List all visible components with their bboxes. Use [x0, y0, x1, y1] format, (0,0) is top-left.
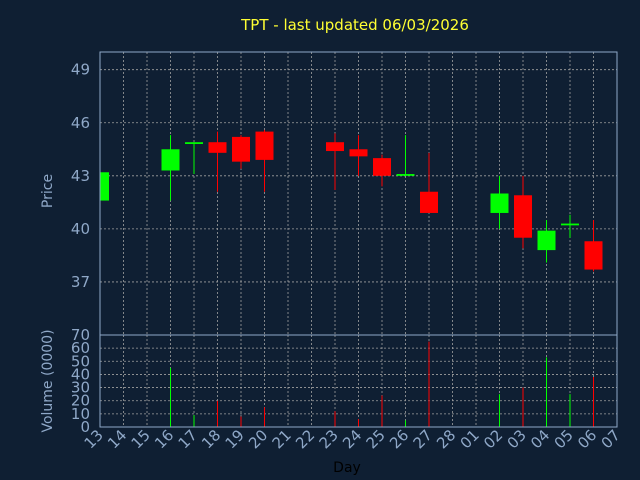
- x-tick-label: 15: [128, 426, 154, 452]
- candle: [232, 135, 250, 169]
- x-tick-label: 16: [151, 426, 177, 452]
- x-tick-label: 01: [457, 426, 483, 452]
- candle-body: [420, 191, 438, 213]
- volume-grid: [99, 334, 618, 428]
- x-tick-label: 21: [269, 426, 295, 452]
- candle-body: [537, 230, 556, 251]
- x-tick-label: 18: [198, 426, 224, 452]
- volume-tick-label: 20: [71, 392, 90, 410]
- volume-tick-label: 70: [71, 326, 90, 344]
- x-tick-label: 23: [316, 426, 342, 452]
- price-tick-label: 46: [71, 114, 90, 132]
- candle-body: [100, 172, 109, 201]
- candle: [185, 142, 203, 175]
- candle-body: [326, 142, 344, 152]
- candle-body: [561, 223, 579, 226]
- candle: [255, 129, 274, 192]
- candle-body: [373, 158, 391, 176]
- candle: [537, 220, 556, 263]
- candle-body: [349, 149, 368, 157]
- x-tick-label: 02: [480, 426, 506, 452]
- candle: [326, 133, 344, 190]
- price-grid: [99, 52, 618, 335]
- price-ticks: 37 40 43 46 49: [71, 61, 90, 291]
- volume-plot-frame: [99, 334, 618, 428]
- candle-body: [584, 241, 603, 270]
- volume-tick-label: 0: [80, 418, 90, 436]
- price-tick-label: 43: [71, 167, 90, 185]
- candle: [561, 214, 579, 238]
- volume-tick-label: 40: [71, 365, 90, 383]
- candle-body: [490, 193, 509, 213]
- volume-tick-label: 50: [71, 352, 90, 370]
- price-axis-label: Price: [40, 174, 56, 208]
- volume-axis-label: Volume (0000): [40, 329, 56, 432]
- candle: [514, 175, 532, 249]
- x-tick-label: 14: [104, 426, 130, 452]
- x-tick-label: 22: [292, 426, 318, 452]
- price-tick-label: 49: [71, 61, 90, 79]
- x-tick-label: 26: [386, 426, 412, 452]
- x-tick-label: 25: [363, 426, 389, 452]
- volume-tick-label: 10: [71, 405, 90, 423]
- x-tick-label: 06: [574, 426, 600, 452]
- x-tick-label: 05: [551, 426, 577, 452]
- x-tick-label: 07: [598, 426, 624, 452]
- x-tick-label: 20: [245, 426, 271, 452]
- volume-bars: [170, 341, 594, 427]
- candle: [490, 175, 509, 229]
- x-ticks: 1314151617181920212223242526272801020304…: [81, 426, 624, 452]
- candle-body: [185, 142, 203, 144]
- price-tick-label: 40: [71, 220, 90, 238]
- x-tick-label: 27: [410, 426, 436, 452]
- candle-body: [514, 195, 532, 238]
- candle: [208, 131, 227, 192]
- x-tick-label: 28: [433, 426, 459, 452]
- x-tick-label: 19: [222, 426, 248, 452]
- volume-tick-label: 60: [71, 339, 90, 357]
- candle-body: [255, 131, 274, 160]
- candle: [161, 135, 180, 201]
- plot-frames: [99, 51, 618, 428]
- candle: [373, 154, 391, 187]
- candle-body: [232, 136, 250, 162]
- candle: [99, 170, 109, 201]
- x-tick-label: 17: [175, 426, 201, 452]
- x-tick-label: 04: [527, 426, 553, 452]
- candle-body: [208, 142, 227, 153]
- candle-body: [161, 149, 180, 171]
- x-axis-label: Day: [333, 460, 361, 476]
- price-candles: [99, 129, 603, 272]
- candle: [349, 135, 368, 176]
- candle: [420, 152, 438, 213]
- candle-body: [396, 174, 415, 176]
- chart-title: TPT - last updated 06/03/2026: [240, 16, 469, 34]
- price-tick-label: 37: [71, 273, 90, 291]
- volume-tick-label: 30: [71, 379, 90, 397]
- candle: [584, 220, 603, 272]
- x-tick-label: 24: [339, 426, 365, 452]
- candle: [396, 135, 415, 176]
- x-tick-label: 03: [504, 426, 530, 452]
